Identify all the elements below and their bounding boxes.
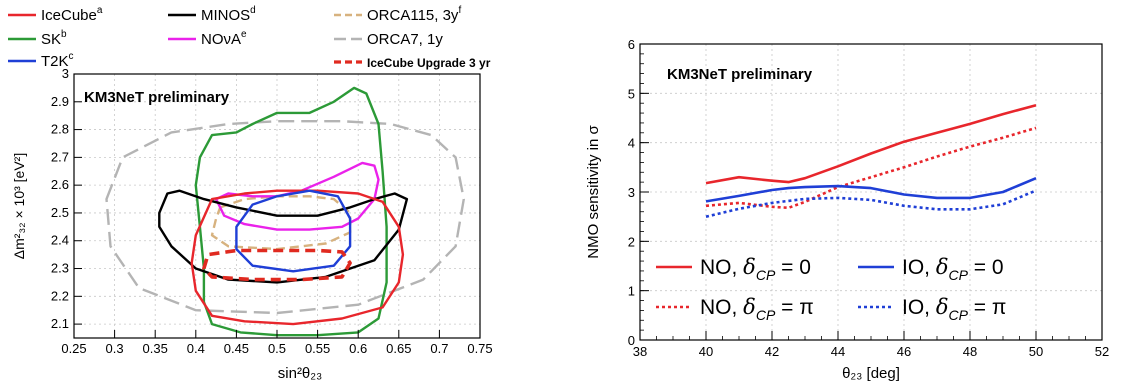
left-y-axis-label: Δm²₃₂ × 10³ [eV²] [11, 153, 27, 259]
right-y-tick-label: 2 [628, 234, 635, 249]
right-x-tick-label: 44 [831, 344, 845, 359]
right-y-tick-label: 5 [628, 86, 635, 101]
left-annotation: KM3NeT preliminary [84, 89, 230, 106]
left-y-tick-label: 2.5 [51, 205, 69, 220]
right-series-line [705, 103, 1037, 185]
left-legend-label: IceCube Upgrade 3 yr [367, 56, 491, 70]
right-y-tick-label: 1 [628, 284, 635, 299]
left-legend-label: ORCA7, 1y [367, 31, 443, 48]
right-legend-label: IO, δCP = π [902, 295, 1006, 323]
right-legend-label: NO, δCP = 0 [700, 255, 811, 283]
right-y-tick-label: 6 [628, 37, 635, 52]
right-y-tick-label: 0 [628, 333, 635, 348]
left-y-tick-label: 2.6 [51, 177, 69, 192]
right-x-tick-label: 40 [699, 344, 713, 359]
right-chart: 38 40 42 44 46 48 50 52 0 1 2 3 4 5 6 KM3NeT prelimina… [585, 37, 1109, 382]
left-contour-sk [194, 86, 388, 337]
right-x-tick-label: 38 [633, 344, 647, 359]
right-annotation: KM3NeT preliminary [667, 66, 813, 83]
left-contour-minos [158, 189, 409, 284]
right-legend-label: IO, δCP = 0 [902, 255, 1004, 283]
left-y-tick-label: 2.2 [51, 288, 69, 303]
right-series-line [705, 189, 1037, 218]
right-series-line [705, 126, 1037, 210]
left-y-tick-label: 2.7 [51, 149, 69, 164]
right-legend-label: NO, δCP = π [700, 295, 814, 323]
left-x-tick-label: 0.7 [430, 341, 448, 356]
right-ticks: 38 40 42 44 46 48 50 52 0 1 2 3 4 5 6 [628, 37, 1109, 359]
left-legend-label: ORCA115, 3yf [367, 5, 461, 24]
right-series-line [705, 177, 1037, 203]
left-y-tick-label: 2.4 [51, 233, 69, 248]
left-x-tick-label: 0.35 [143, 341, 168, 356]
right-x-tick-label: 50 [1029, 344, 1043, 359]
left-x-tick-label: 0.4 [187, 341, 205, 356]
left-x-tick-label: 0.45 [224, 341, 249, 356]
left-contour-no-a [214, 161, 380, 231]
left-legend-label: IceCubea [41, 5, 103, 24]
right-y-tick-label: 4 [628, 136, 635, 151]
left-legend-label: NOνAe [201, 29, 247, 48]
left-contour-icecube [190, 189, 405, 326]
left-contour-orca7-1y [105, 120, 465, 315]
right-x-tick-label: 48 [963, 344, 977, 359]
right-x-tick-label: 42 [765, 344, 779, 359]
left-contour-t2k [235, 189, 352, 273]
right-legend: NO, δCP = 0 IO, δCP = 0 NO, δCP = π IO, δCP… [656, 255, 1006, 323]
right-x-axis-label: θ₂₃ [deg] [842, 365, 900, 382]
left-contour-icecube-upgrade-3-yr [202, 248, 352, 282]
left-x-tick-label: 0.3 [106, 341, 124, 356]
right-x-tick-label: 52 [1095, 344, 1109, 359]
left-x-tick-label: 0.65 [386, 341, 411, 356]
left-ticks: 0.25 0.3 0.35 0.4 0.45 0.5 0.55 0.6 0.65 0.7 0.75 2… [51, 66, 493, 356]
left-y-tick-label: 2.1 [51, 316, 69, 331]
left-contours [105, 86, 465, 337]
left-y-tick-label: 3 [62, 66, 69, 81]
left-x-tick-label: 0.5 [268, 341, 286, 356]
left-x-tick-label: 0.75 [467, 341, 492, 356]
left-legend-label: MINOSd [201, 5, 256, 24]
right-y-axis-label: NMO sensitivity in σ [585, 125, 602, 259]
right-x-tick-label: 46 [897, 344, 911, 359]
right-series [705, 103, 1037, 218]
left-x-tick-label: 0.6 [349, 341, 367, 356]
left-legend-label: SKb [41, 29, 67, 48]
left-y-tick-label: 2.9 [51, 94, 69, 109]
left-legend: IceCubea MINOSd ORCA115, 3yf SKb NOνAe ORCA7,… [8, 5, 491, 70]
left-chart: IceCubea MINOSd ORCA115, 3yf SKb NOνAe ORCA7,… [8, 5, 493, 382]
left-legend-label: T2Kc [41, 51, 74, 70]
left-x-tick-label: 0.25 [61, 341, 86, 356]
left-y-tick-label: 2.8 [51, 122, 69, 137]
left-x-axis-label: sin²θ₂₃ [278, 365, 322, 382]
right-y-tick-label: 3 [628, 185, 635, 200]
left-y-tick-label: 2.3 [51, 261, 69, 276]
left-x-tick-label: 0.55 [305, 341, 330, 356]
